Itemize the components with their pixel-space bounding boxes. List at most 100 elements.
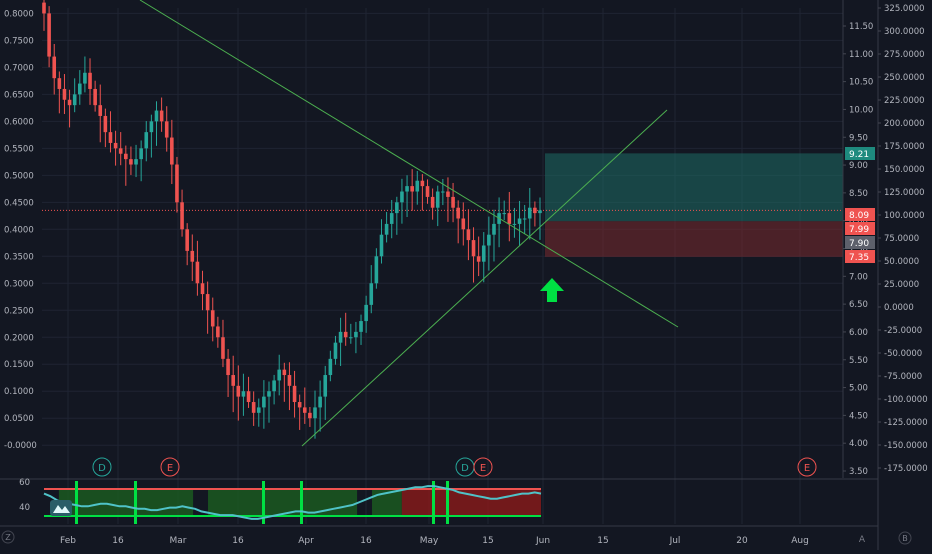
candle xyxy=(420,180,425,187)
right-axis-tick: -75.0000 xyxy=(884,372,922,382)
event-marker-circle xyxy=(797,457,817,477)
candle xyxy=(313,407,317,419)
left-axis-tick: 0.7000 xyxy=(4,63,34,73)
candle xyxy=(144,132,149,149)
right-axis-tick: 325.0000 xyxy=(884,4,925,14)
corner-z[interactable]: Z xyxy=(1,530,15,544)
event-marker[interactable]: E xyxy=(473,457,493,477)
right-axis-tick: 300.0000 xyxy=(884,27,925,37)
price-label-text: 9.21 xyxy=(849,150,869,160)
price-label: 7.99 xyxy=(845,222,875,235)
candle xyxy=(200,283,205,295)
candle xyxy=(415,180,420,192)
candle xyxy=(471,240,476,257)
price-label-text: 7.90 xyxy=(849,239,869,249)
left-axis-tick: 0.3000 xyxy=(4,279,34,289)
candle xyxy=(77,83,82,95)
candle xyxy=(533,207,537,214)
candle xyxy=(349,337,353,339)
event-marker[interactable]: D xyxy=(92,457,112,477)
osc-band xyxy=(58,488,194,516)
mid-axis-tick: 11.50 xyxy=(849,22,873,32)
candle xyxy=(354,331,358,338)
candle xyxy=(425,186,430,197)
left-axis-tick: 0.6000 xyxy=(4,117,34,127)
right-axis-tick: 125.0000 xyxy=(884,188,925,198)
candle xyxy=(93,88,97,106)
candle xyxy=(502,213,507,215)
osc-line xyxy=(43,485,542,520)
right-axis-tick: -150.0000 xyxy=(884,441,928,451)
event-marker-label: D xyxy=(461,463,469,474)
indicator-logo-icon[interactable] xyxy=(50,500,72,516)
candle xyxy=(374,256,379,284)
candle xyxy=(113,142,118,149)
trendline-ascending[interactable] xyxy=(301,109,668,447)
event-marker-circle xyxy=(160,457,180,477)
candle xyxy=(139,148,143,160)
candle xyxy=(405,186,409,192)
left-axis-tick: -0.0000 xyxy=(4,441,37,451)
candle xyxy=(369,283,374,305)
price-label: 8.09 xyxy=(845,208,875,221)
candle xyxy=(221,337,225,359)
candle xyxy=(282,369,287,376)
left-axis-tick: 0.2500 xyxy=(4,306,34,316)
indicator-logo-bg xyxy=(50,500,72,516)
candle xyxy=(185,229,189,251)
mid-axis-tick: 5.50 xyxy=(849,356,868,366)
candle xyxy=(522,218,527,220)
trendline-descending[interactable] xyxy=(139,0,679,328)
price-label-bg xyxy=(845,250,875,263)
candle xyxy=(328,358,333,376)
osc-signal-bar xyxy=(134,481,137,524)
mid-axis-tick: 8.50 xyxy=(849,189,868,199)
candle xyxy=(88,72,92,89)
trendlines[interactable] xyxy=(139,0,679,447)
candle xyxy=(231,375,235,386)
candle xyxy=(175,164,179,203)
candle xyxy=(190,250,195,262)
candle xyxy=(446,191,450,197)
candle xyxy=(308,412,312,419)
right-axis-tick: 250.0000 xyxy=(884,73,925,83)
mid-axis-tick: 7.00 xyxy=(849,272,868,282)
candle xyxy=(466,229,471,241)
price-label-bg xyxy=(845,222,875,235)
candle xyxy=(236,385,241,397)
position-boxes xyxy=(42,153,843,257)
left-axis-tick: 0.8000 xyxy=(4,9,34,19)
candle xyxy=(83,72,87,84)
event-marker-label: E xyxy=(480,463,486,474)
candle xyxy=(302,407,307,413)
left-axis-tick: 0.6500 xyxy=(4,90,34,100)
candle xyxy=(67,99,72,106)
mid-axis-tick: 9.50 xyxy=(849,133,868,143)
right-axis-tick: 275.0000 xyxy=(884,50,925,60)
corner-a[interactable]: A xyxy=(859,535,866,545)
event-marker[interactable]: E xyxy=(160,457,180,477)
mid-axis-tick: 3.50 xyxy=(849,467,868,477)
left-axis-tick: 0.5000 xyxy=(4,171,34,181)
event-marker-circle xyxy=(473,457,493,477)
x-tick-label: Jun xyxy=(535,536,550,546)
left-axis-tick: 0.0500 xyxy=(4,414,34,424)
osc-signal-bar xyxy=(262,481,265,524)
right-axis-tick: 25.0000 xyxy=(884,280,919,290)
left-axis-tick: 0.4000 xyxy=(4,225,34,235)
candle xyxy=(318,396,322,408)
candles xyxy=(42,0,542,439)
oscillator-pane xyxy=(0,478,878,527)
x-tick-label: 15 xyxy=(482,536,493,546)
candle xyxy=(338,331,343,343)
corner-b[interactable]: B xyxy=(898,531,912,545)
left-axis-tick: 0.1500 xyxy=(4,360,34,370)
osc-signal-bar xyxy=(432,481,435,524)
right-axis-tick: 175.0000 xyxy=(884,142,925,152)
candle xyxy=(297,402,302,408)
candle xyxy=(461,218,466,230)
candle xyxy=(52,56,57,79)
event-marker[interactable]: E xyxy=(797,457,817,477)
